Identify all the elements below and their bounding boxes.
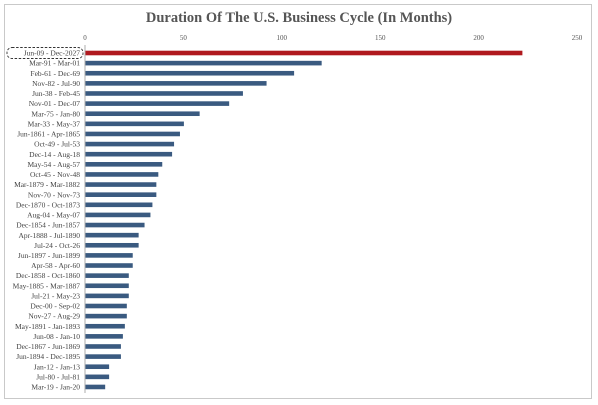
bar <box>85 70 295 76</box>
bar <box>85 253 133 258</box>
category-label: Mar-91 - Mar-01 <box>29 59 80 68</box>
bar <box>85 344 121 349</box>
chart-frame <box>4 4 592 399</box>
x-tick-label: 0 <box>83 34 87 42</box>
category-label: Jun-1861 - Apr-1865 <box>17 130 80 139</box>
category-label: Jun-1894 - Dec-1895 <box>16 352 80 361</box>
highlight-dashed-outline <box>6 47 84 59</box>
category-label: Dec-00 - Sep-02 <box>30 302 80 311</box>
bar <box>85 192 157 197</box>
bar <box>85 313 127 319</box>
category-label: Feb-61 - Dec-69 <box>30 69 80 78</box>
bar <box>85 384 106 390</box>
category-label: Dec-1858 - Oct-1860 <box>16 271 80 280</box>
bar <box>85 121 184 127</box>
category-label: May-1891 - Jan-1893 <box>15 322 80 331</box>
category-label: May-1885 - Mar-1887 <box>13 281 81 290</box>
chart-title: Duration Of The U.S. Business Cycle (In … <box>145 10 453 26</box>
bar <box>85 162 163 167</box>
category-label: Nov-82 - Jul-90 <box>32 79 80 88</box>
x-tick-label: 150 <box>375 34 386 42</box>
category-label: Mar-19 - Jan-20 <box>31 383 80 392</box>
bar <box>85 151 173 157</box>
category-label: Dec-1867 - Jun-1869 <box>16 342 80 351</box>
x-tick-label: 50 <box>180 34 188 42</box>
bar <box>85 81 267 86</box>
bar <box>85 242 139 248</box>
bar <box>85 182 157 187</box>
bar <box>85 263 133 268</box>
category-label: Apr-1888 - Jul-1890 <box>18 231 80 240</box>
x-tick-label: 200 <box>473 34 484 42</box>
bar <box>85 141 175 147</box>
category-label: Jun-08 - Jan-10 <box>33 332 80 341</box>
category-label: Mar-1879 - Mar-1882 <box>14 180 80 189</box>
bar <box>85 91 243 96</box>
category-label: May-54 - Aug-57 <box>28 160 81 169</box>
category-label: Mar-75 - Jan-80 <box>31 109 80 118</box>
bar <box>85 101 230 106</box>
highlighted-bar <box>85 50 523 56</box>
category-label: Jan-12 - Jan-13 <box>34 362 80 371</box>
bar <box>85 222 145 228</box>
category-label: Oct-49 - Jul-53 <box>34 140 80 149</box>
category-label: Nov-70 - Nov-73 <box>28 190 80 199</box>
bar <box>85 354 121 359</box>
bar <box>85 273 129 278</box>
category-label: Oct-45 - Nov-48 <box>30 170 80 179</box>
x-tick-label: 250 <box>572 34 583 42</box>
bar <box>85 232 139 238</box>
category-label: Aug-04 - May-07 <box>27 211 80 220</box>
category-label: Jun-09 - Dec-2027 <box>24 49 80 58</box>
category-label: Apr-58 - Apr-60 <box>31 261 80 270</box>
bar <box>85 60 322 66</box>
bar <box>85 172 159 177</box>
bar <box>85 283 129 289</box>
bar <box>85 111 200 117</box>
bar <box>85 212 151 218</box>
category-label: Jul-21 - May-23 <box>31 291 80 300</box>
category-label: Jul-80 - Jul-81 <box>36 372 80 381</box>
x-tick-label: 100 <box>277 34 288 42</box>
category-label: Dec-1854 - Jun-1857 <box>16 221 80 230</box>
bar <box>85 364 110 370</box>
bar <box>85 293 129 299</box>
bar <box>85 131 180 137</box>
category-label: Jul-24 - Oct-26 <box>34 241 80 250</box>
category-label: Nov-27 - Aug-29 <box>28 312 80 321</box>
bar <box>85 323 125 329</box>
bar <box>85 303 127 309</box>
bar <box>85 202 153 208</box>
category-label: Mar-33 - May-37 <box>28 119 81 128</box>
category-label: Nov-01 - Dec-07 <box>29 99 80 108</box>
category-label: Dec-1870 - Oct-1873 <box>16 200 80 209</box>
category-label: Jun-1897 - Jun-1899 <box>18 251 80 260</box>
category-label: Dec-14 - Aug-18 <box>29 150 80 159</box>
bar <box>85 334 123 339</box>
category-label: Jun-38 - Feb-45 <box>32 89 80 98</box>
bar <box>85 374 110 380</box>
